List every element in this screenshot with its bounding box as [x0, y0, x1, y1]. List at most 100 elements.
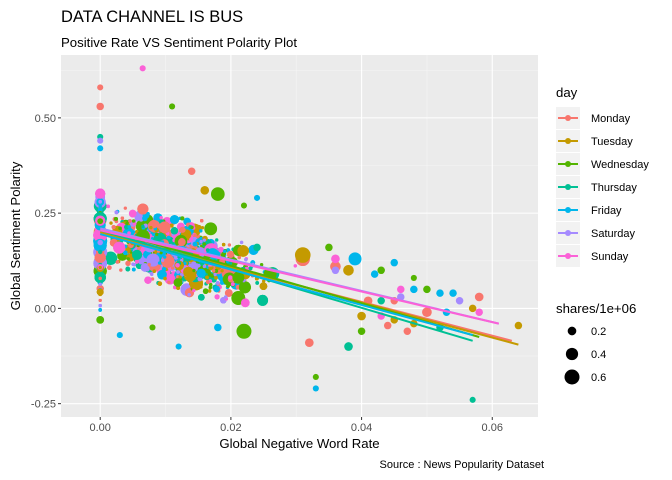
point-tuesday: [189, 281, 193, 286]
point-sunday: [175, 262, 180, 268]
legend-key-point-thursday: [565, 184, 571, 190]
point-saturday: [98, 303, 102, 308]
point-wednesday: [210, 187, 225, 201]
point-wednesday: [312, 373, 319, 381]
point-friday: [390, 258, 398, 267]
point-wednesday: [377, 266, 385, 275]
chart-caption: Source : News Popularity Dataset: [379, 459, 544, 471]
point-friday: [370, 270, 379, 278]
point-friday: [199, 229, 203, 233]
point-friday: [97, 207, 103, 213]
point-monday: [150, 277, 155, 281]
point-tuesday: [183, 266, 194, 278]
point-thursday: [125, 266, 131, 272]
point-thursday: [253, 243, 261, 252]
legend-key-point-wednesday: [565, 161, 571, 167]
point-tuesday: [343, 264, 354, 276]
point-saturday: [239, 240, 244, 245]
point-tuesday: [237, 245, 249, 257]
point-saturday: [331, 266, 340, 275]
point-friday: [98, 204, 102, 209]
points-layer: [93, 65, 523, 403]
point-tuesday: [221, 242, 226, 247]
legend-key-point-tuesday: [565, 138, 571, 144]
legend-key-point-saturday: [565, 230, 571, 236]
point-friday: [93, 238, 107, 252]
legend-label-saturday: Saturday: [591, 228, 636, 240]
point-monday: [94, 251, 106, 264]
point-sunday: [331, 254, 340, 264]
point-friday: [449, 289, 457, 297]
point-wednesday: [202, 288, 209, 294]
point-friday: [196, 268, 206, 278]
point-monday: [107, 265, 112, 271]
point-monday: [98, 276, 102, 281]
point-monday: [137, 203, 149, 215]
legend-label-friday: Friday: [591, 205, 622, 217]
point-sunday: [192, 288, 196, 293]
point-saturday: [197, 263, 201, 268]
point-friday: [348, 252, 362, 266]
point-friday: [166, 235, 171, 240]
point-wednesday: [190, 225, 194, 230]
point-friday: [97, 145, 104, 152]
point-thursday: [123, 224, 129, 230]
point-friday: [98, 308, 103, 312]
point-monday: [128, 219, 132, 223]
point-tuesday: [152, 269, 157, 273]
point-wednesday: [96, 315, 105, 324]
point-tuesday: [193, 282, 197, 287]
legend-label-sunday: Sunday: [591, 251, 629, 263]
point-thursday: [103, 251, 118, 265]
point-friday: [253, 194, 261, 201]
point-friday: [161, 266, 167, 272]
point-friday: [192, 241, 198, 247]
point-tuesday: [357, 311, 366, 321]
point-saturday: [202, 238, 207, 242]
point-tuesday: [200, 185, 210, 195]
point-wednesday: [204, 222, 218, 236]
legend-key-point-friday: [565, 207, 571, 213]
point-wednesday: [240, 202, 248, 209]
point-monday: [227, 243, 232, 247]
point-friday: [131, 267, 136, 272]
point-tuesday: [157, 281, 163, 286]
point-thursday: [215, 238, 219, 242]
point-monday: [115, 260, 120, 264]
point-sunday: [475, 308, 483, 316]
point-wednesday: [357, 327, 366, 336]
point-monday: [193, 233, 197, 237]
legend-size-point: [565, 347, 579, 361]
point-wednesday: [125, 221, 129, 226]
point-tuesday: [184, 268, 189, 273]
point-monday: [96, 102, 104, 111]
point-monday: [137, 247, 141, 251]
point-wednesday: [259, 263, 264, 267]
point-monday: [120, 216, 125, 220]
point-monday: [125, 260, 131, 267]
point-thursday: [98, 249, 103, 255]
point-saturday: [213, 272, 217, 277]
point-thursday: [157, 238, 161, 242]
point-thursday: [141, 224, 145, 229]
point-tuesday: [169, 223, 174, 228]
legend-label-wednesday: Wednesday: [591, 159, 649, 171]
point-thursday: [257, 294, 269, 306]
point-saturday: [98, 282, 102, 286]
point-monday: [158, 221, 171, 234]
point-wednesday: [208, 282, 213, 287]
point-friday: [222, 249, 227, 253]
point-thursday: [255, 281, 260, 285]
point-sunday: [139, 65, 146, 72]
point-sunday: [214, 294, 220, 300]
point-sunday: [228, 275, 233, 280]
point-wednesday: [192, 268, 196, 273]
point-friday: [157, 261, 162, 265]
point-tuesday: [98, 265, 102, 270]
point-wednesday: [208, 285, 212, 290]
y-tick-label: 0.50: [35, 113, 56, 125]
x-tick-label: 0.06: [482, 422, 503, 434]
point-friday: [175, 343, 182, 350]
point-wednesday: [210, 273, 215, 278]
point-monday: [167, 280, 171, 284]
